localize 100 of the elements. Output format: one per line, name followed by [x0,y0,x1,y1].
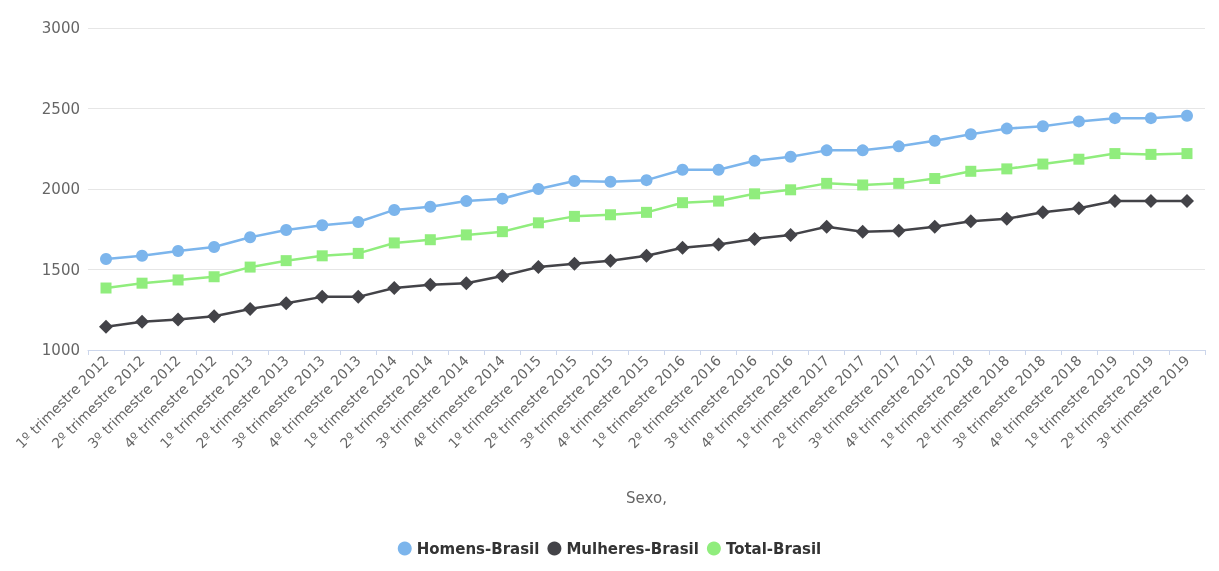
point [99,319,114,334]
point [495,268,510,283]
point [604,209,616,221]
point [1036,120,1049,133]
y-tick-label: 3000 [41,19,80,37]
point [821,177,833,189]
point [280,255,292,267]
point [207,309,222,324]
point [855,224,870,239]
point [496,226,508,238]
point [388,203,401,216]
y-tick-label: 1000 [41,341,80,359]
point [315,289,330,304]
point [820,144,833,157]
point [784,150,797,163]
point [892,140,905,153]
point [279,296,294,311]
point [1071,201,1086,216]
point [603,253,618,268]
point [749,188,761,200]
point [244,261,256,273]
point [1108,112,1121,125]
point [567,256,582,271]
point [316,219,329,232]
point [135,314,150,329]
point [675,240,690,255]
point [1109,148,1121,160]
y-tick-label: 2500 [41,99,80,118]
point [999,211,1014,226]
point [964,128,977,141]
point [929,173,941,185]
point [316,250,328,262]
point [963,214,978,229]
point [713,195,725,207]
point [387,281,402,296]
point [568,210,580,222]
point [857,179,869,191]
legend-label: Mulheres-Brasil [566,539,699,558]
point [136,277,148,289]
point [496,192,509,205]
point [243,301,258,316]
point [747,231,762,246]
y-tick-label: 2000 [41,180,80,198]
point [1035,205,1050,220]
point [351,289,366,304]
point [459,276,474,291]
point [677,197,689,209]
point [640,174,653,187]
point [748,154,761,167]
point [423,277,438,292]
x-axis-title: Sexo, [626,488,667,507]
y-tick-label: 1500 [41,260,80,279]
point [965,165,977,177]
point [280,224,293,237]
point [1037,158,1049,170]
point [927,219,942,234]
point [1179,194,1194,209]
point [424,200,437,213]
point [208,240,221,253]
point [1145,148,1157,160]
point [352,216,365,228]
point [928,134,941,147]
point [711,237,726,252]
point [1073,153,1085,165]
point [172,274,184,286]
point [1107,194,1122,209]
point [819,219,834,234]
point [208,271,220,283]
point [639,248,654,263]
point [1001,163,1013,175]
point [172,244,185,257]
point [100,282,112,294]
point [460,229,472,241]
point [856,144,869,157]
point [532,217,544,229]
point [388,237,400,249]
point [532,183,545,195]
point [244,231,257,244]
point [531,260,546,275]
point [136,249,149,262]
point [1143,194,1158,209]
point [641,206,652,218]
point [568,174,581,187]
point [712,163,725,176]
point [891,223,906,238]
point [893,177,905,189]
point [1000,122,1013,135]
legend-label: Total-Brasil [725,539,822,558]
point [460,195,473,208]
point [352,247,364,259]
point [783,227,798,242]
point [604,175,617,188]
point [1181,109,1193,122]
point [785,184,797,196]
point [100,253,113,266]
point [1181,148,1193,160]
point [1144,112,1157,125]
point [424,234,436,246]
point [676,163,689,176]
point [1072,115,1085,128]
